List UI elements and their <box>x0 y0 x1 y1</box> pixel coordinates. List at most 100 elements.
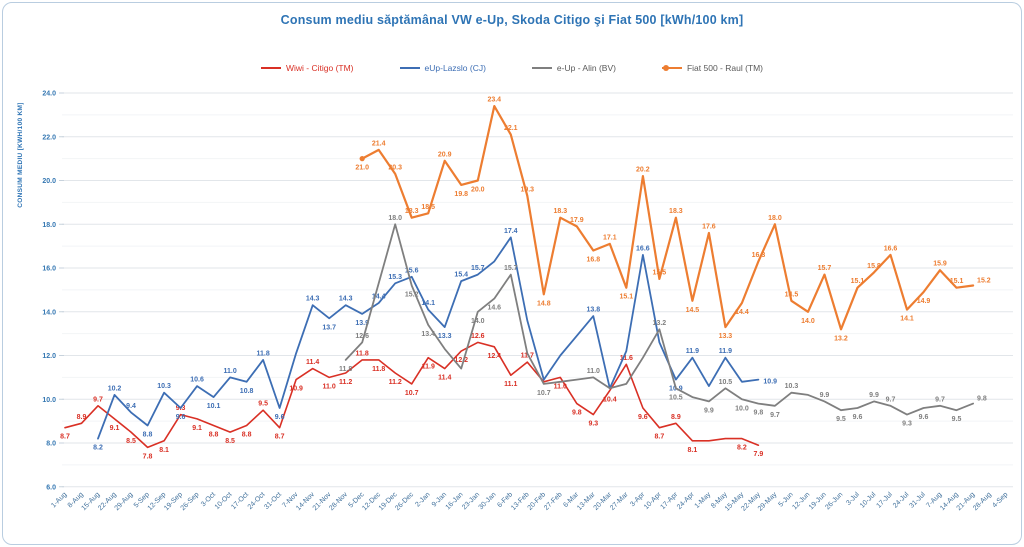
svg-text:9.9: 9.9 <box>869 392 879 399</box>
svg-text:13.2: 13.2 <box>834 335 848 342</box>
svg-text:13.3: 13.3 <box>438 333 452 340</box>
svg-text:8.7: 8.7 <box>60 434 70 441</box>
svg-text:16.6: 16.6 <box>884 245 898 252</box>
series-line-1[interactable] <box>64 341 760 449</box>
svg-text:10.8: 10.8 <box>240 388 254 395</box>
svg-text:10.0: 10.0 <box>42 397 56 404</box>
svg-text:8.7: 8.7 <box>275 434 285 441</box>
svg-text:20.0: 20.0 <box>471 187 485 194</box>
series-line-4[interactable] <box>359 105 975 331</box>
legend-item-4[interactable]: Fiat 500 - Raul (TM) <box>661 63 763 73</box>
svg-text:11.8: 11.8 <box>372 366 385 373</box>
svg-text:17-Jul: 17-Jul <box>875 491 894 510</box>
series-data-labels-4: 21.021.420.318.318.520.919.820.023.422.1… <box>355 97 990 343</box>
svg-text:9.7: 9.7 <box>935 396 945 403</box>
svg-text:13.4: 13.4 <box>421 331 435 338</box>
svg-text:11.0: 11.0 <box>223 368 236 375</box>
svg-text:15.9: 15.9 <box>933 261 947 268</box>
svg-text:9.8: 9.8 <box>572 410 582 417</box>
legend-item-3[interactable]: e-Up - Alin (BV) <box>531 63 616 73</box>
svg-text:9.6: 9.6 <box>919 414 929 421</box>
svg-text:9.5: 9.5 <box>952 416 962 423</box>
svg-text:9.9: 9.9 <box>704 407 714 414</box>
svg-text:8.5: 8.5 <box>225 438 235 445</box>
legend-line-swatch <box>399 67 420 69</box>
svg-text:18.0: 18.0 <box>42 222 56 229</box>
svg-text:15.2: 15.2 <box>405 292 419 299</box>
series-start-marker <box>359 156 365 162</box>
svg-text:14.9: 14.9 <box>917 298 931 305</box>
y-axis-title: CONSUM MEDIU [KWH/100 KM] <box>17 102 24 207</box>
svg-text:13.7: 13.7 <box>322 324 336 331</box>
svg-text:26-Sep: 26-Sep <box>180 491 201 512</box>
svg-text:15.7: 15.7 <box>818 265 832 272</box>
legend-line-swatch <box>531 67 552 69</box>
svg-text:13.9: 13.9 <box>355 320 369 327</box>
svg-text:27-Feb: 27-Feb <box>543 491 564 512</box>
svg-text:11.9: 11.9 <box>686 348 699 355</box>
svg-text:9.3: 9.3 <box>588 421 598 428</box>
svg-text:28-Aug: 28-Aug <box>972 491 993 512</box>
y-axis-tick-labels: 6.0 8.0 10.0 12.0 14.0 16.0 18.0 20.0 22.0 24.0 <box>42 91 64 491</box>
svg-text:9.6: 9.6 <box>638 414 648 421</box>
svg-text:14.6: 14.6 <box>487 305 501 312</box>
legend-line-swatch <box>661 65 682 71</box>
gridlines <box>62 92 1013 488</box>
svg-text:8.8: 8.8 <box>242 432 252 439</box>
series-line-3[interactable] <box>344 223 974 416</box>
svg-text:8.8: 8.8 <box>143 432 153 439</box>
svg-text:14.8: 14.8 <box>537 300 551 307</box>
svg-text:16.6: 16.6 <box>636 245 650 252</box>
legend-item-2[interactable]: eUp-Lazslo (CJ) <box>399 63 486 73</box>
svg-text:11.4: 11.4 <box>306 359 319 366</box>
svg-text:8.5: 8.5 <box>126 438 136 445</box>
svg-text:15.1: 15.1 <box>950 278 964 285</box>
svg-text:12.6: 12.6 <box>471 333 485 340</box>
svg-text:15.6: 15.6 <box>405 267 419 274</box>
svg-text:28-Nov: 28-Nov <box>328 491 349 512</box>
svg-text:7.9: 7.9 <box>754 451 764 458</box>
svg-text:26-Jun: 26-Jun <box>824 491 844 511</box>
svg-text:20.2: 20.2 <box>636 167 650 174</box>
svg-text:4-Sep: 4-Sep <box>991 491 1009 509</box>
svg-text:17.1: 17.1 <box>603 234 617 241</box>
svg-text:30-Jan: 30-Jan <box>478 491 498 511</box>
svg-text:14.3: 14.3 <box>339 296 353 303</box>
svg-text:9.6: 9.6 <box>275 414 285 421</box>
svg-text:15.7: 15.7 <box>471 265 485 272</box>
svg-text:10.9: 10.9 <box>289 386 303 393</box>
x-axis-tick-labels: 1-Aug8-Aug15-Aug22-Aug29-Aug5-Sep12-Sep1… <box>50 491 1009 513</box>
svg-text:10.5: 10.5 <box>719 379 733 386</box>
svg-text:15.1: 15.1 <box>851 278 865 285</box>
svg-text:14.5: 14.5 <box>785 291 799 298</box>
svg-text:12.0: 12.0 <box>42 353 56 360</box>
svg-text:10.9: 10.9 <box>763 379 777 386</box>
svg-text:16.0: 16.0 <box>42 266 56 273</box>
svg-text:9.6: 9.6 <box>176 414 186 421</box>
svg-text:14.0: 14.0 <box>801 318 815 325</box>
svg-text:18.0: 18.0 <box>388 215 402 222</box>
svg-text:17-Oct: 17-Oct <box>230 491 250 511</box>
series-line-2[interactable] <box>97 236 760 440</box>
chart-legend: Wiwi - Citigo (TM) eUp-Lazslo (CJ) e-Up - … <box>3 63 1021 73</box>
svg-text:15.2: 15.2 <box>977 278 991 285</box>
svg-text:18.0: 18.0 <box>768 215 782 222</box>
svg-text:24-Oct: 24-Oct <box>247 491 267 511</box>
svg-text:11.1: 11.1 <box>504 381 517 388</box>
svg-text:17.6: 17.6 <box>702 224 716 231</box>
consumption-line-chart[interactable]: 6.0 8.0 10.0 12.0 14.0 16.0 18.0 20.0 22.0 24.0 CO… <box>3 3 1021 544</box>
svg-text:9.6: 9.6 <box>853 414 863 421</box>
svg-text:8.2: 8.2 <box>737 445 747 452</box>
svg-text:8.1: 8.1 <box>688 447 698 454</box>
svg-text:13.2: 13.2 <box>653 320 667 327</box>
svg-text:9.1: 9.1 <box>110 425 120 432</box>
svg-text:9.7: 9.7 <box>93 396 103 403</box>
svg-text:10-Jul: 10-Jul <box>859 491 878 510</box>
svg-text:16.8: 16.8 <box>587 257 601 264</box>
svg-text:8.9: 8.9 <box>671 414 681 421</box>
svg-text:13.3: 13.3 <box>719 333 733 340</box>
legend-item-1[interactable]: Wiwi - Citigo (TM) <box>260 63 354 73</box>
svg-text:17.9: 17.9 <box>570 217 584 224</box>
svg-text:14.5: 14.5 <box>686 307 700 314</box>
